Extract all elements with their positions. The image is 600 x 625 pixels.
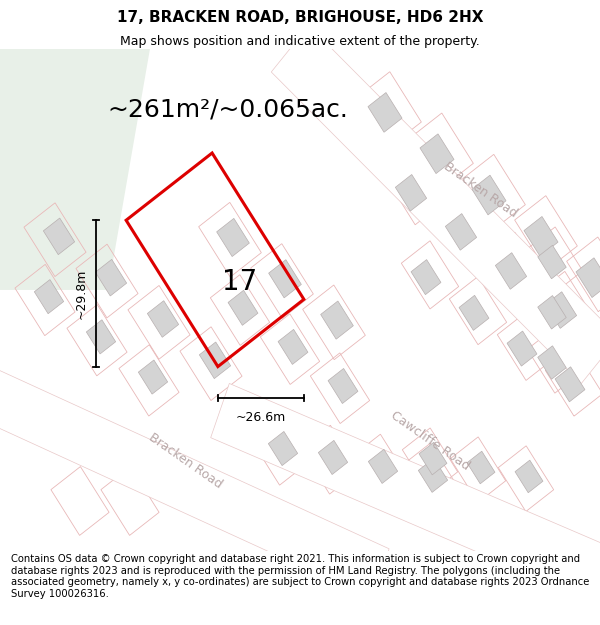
Polygon shape [555, 367, 585, 402]
Text: Bracken Road: Bracken Road [146, 431, 224, 491]
Polygon shape [538, 296, 566, 329]
Polygon shape [86, 320, 116, 354]
Polygon shape [217, 218, 250, 256]
Text: 17: 17 [223, 268, 257, 296]
Polygon shape [271, 26, 600, 384]
Text: Map shows position and indicative extent of the property.: Map shows position and indicative extent… [120, 35, 480, 48]
Polygon shape [319, 441, 347, 474]
Polygon shape [368, 449, 398, 484]
Text: Contains OS data © Crown copyright and database right 2021. This information is : Contains OS data © Crown copyright and d… [11, 554, 589, 599]
Polygon shape [524, 216, 558, 256]
Polygon shape [445, 214, 476, 250]
Polygon shape [199, 342, 230, 379]
Text: Bracken Road: Bracken Road [441, 159, 519, 219]
Polygon shape [139, 360, 167, 394]
Text: 17, BRACKEN ROAD, BRIGHOUSE, HD6 2HX: 17, BRACKEN ROAD, BRIGHOUSE, HD6 2HX [117, 10, 483, 25]
Polygon shape [411, 259, 441, 294]
Polygon shape [507, 331, 537, 366]
Polygon shape [228, 290, 258, 326]
Polygon shape [34, 279, 64, 314]
Polygon shape [148, 301, 179, 338]
Polygon shape [211, 384, 600, 601]
Polygon shape [419, 442, 447, 475]
Polygon shape [268, 431, 298, 466]
Polygon shape [420, 134, 454, 174]
Polygon shape [538, 346, 566, 379]
Polygon shape [576, 258, 600, 298]
Polygon shape [496, 253, 527, 289]
Text: Cawcliffe Road: Cawcliffe Road [388, 409, 472, 472]
Polygon shape [515, 460, 543, 492]
Polygon shape [278, 329, 308, 364]
Polygon shape [467, 451, 495, 484]
Polygon shape [328, 369, 358, 404]
Text: ~29.8m: ~29.8m [75, 268, 88, 319]
Text: ~26.6m: ~26.6m [236, 411, 286, 424]
Polygon shape [0, 49, 150, 290]
Polygon shape [538, 245, 566, 279]
Polygon shape [269, 260, 301, 298]
Polygon shape [472, 175, 506, 215]
Polygon shape [95, 259, 127, 296]
Polygon shape [368, 92, 402, 132]
Polygon shape [395, 174, 427, 211]
Polygon shape [545, 292, 577, 328]
Polygon shape [418, 458, 448, 492]
Polygon shape [459, 296, 489, 331]
Text: ~261m²/~0.065ac.: ~261m²/~0.065ac. [107, 97, 349, 121]
Polygon shape [43, 218, 74, 254]
Polygon shape [0, 366, 389, 598]
Polygon shape [320, 301, 353, 339]
